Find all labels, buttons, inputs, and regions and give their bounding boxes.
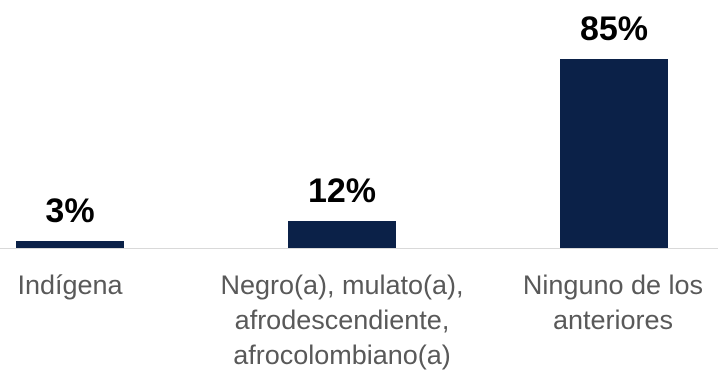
data-label-ninguno: 85% xyxy=(579,10,649,49)
bar-ninguno xyxy=(560,59,668,248)
x-axis-line xyxy=(0,248,718,249)
data-label-negro-mulato: 12% xyxy=(307,172,377,211)
category-label-ninguno: Ninguno de los anteriores xyxy=(522,270,704,335)
category-label-indigena: Indígena xyxy=(17,270,123,300)
bar-indigena xyxy=(16,241,124,248)
data-label-indigena: 3% xyxy=(45,192,95,231)
category-label-negro-mulato: Negro(a), mulato(a), afrodescendiente, a… xyxy=(220,270,464,370)
bar-negro-mulato xyxy=(288,221,396,248)
